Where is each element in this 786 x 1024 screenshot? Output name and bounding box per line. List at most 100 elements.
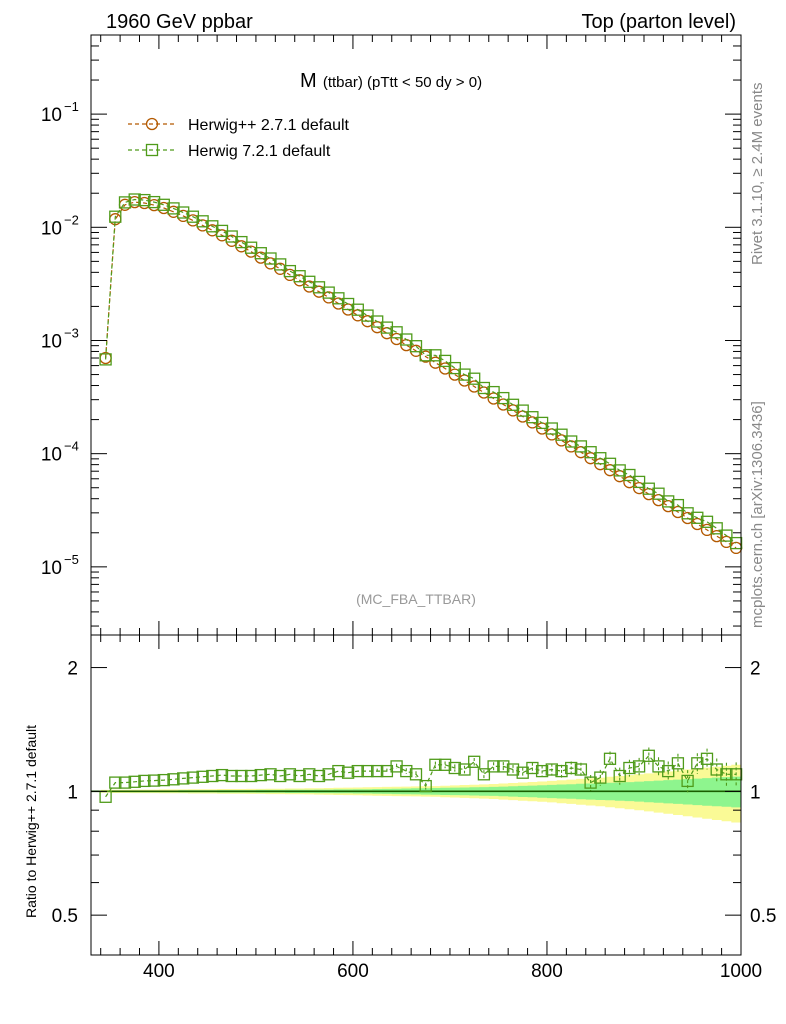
data-point-square — [603, 457, 617, 470]
ratio-point-square — [681, 774, 694, 788]
data-point-square — [274, 258, 287, 271]
legend-label-herwig-pp: Herwig++ 2.7.1 default — [188, 117, 350, 134]
ratio-point-square — [215, 768, 229, 782]
ratio-point-square — [545, 763, 558, 776]
ratio-point-square — [623, 761, 636, 775]
ratio-point-square — [438, 758, 452, 771]
ratio-point-square — [555, 764, 568, 778]
ratio-point-square — [448, 761, 461, 775]
ratio-point-square — [225, 769, 238, 783]
main-y-tick-label: 10 — [41, 558, 62, 579]
plot-title-main: M — [300, 70, 317, 92]
legend-circle-marker — [145, 117, 159, 131]
data-point-square — [99, 353, 112, 366]
main-y-tick-label: 10 — [41, 331, 62, 352]
ratio-y-axis-label: Ratio to Herwig++ 2.7.1 default — [23, 725, 39, 918]
ratio-point-square — [632, 760, 646, 773]
data-point-square — [177, 206, 190, 219]
data-point-square — [118, 196, 132, 209]
ratio-point-square — [429, 758, 442, 771]
y-tick-base: 10 — [41, 105, 62, 126]
ratio-point-square — [409, 768, 423, 781]
main-plot: 10−110−210−310−410−5 — [41, 34, 743, 636]
ratio-point-square — [380, 764, 394, 778]
main-y-tick-label: 10 — [41, 218, 62, 239]
data-point-circle — [652, 493, 665, 507]
data-point-square — [186, 210, 200, 223]
ratio-point-square — [351, 764, 364, 778]
data-point-square — [477, 381, 491, 395]
data-point-square — [458, 368, 471, 381]
data-point-square — [380, 321, 394, 334]
series-line-0 — [105, 201, 737, 549]
series-line-1 — [105, 198, 737, 544]
data-point-square — [400, 333, 413, 346]
legend-square-marker — [145, 143, 159, 157]
ratio-point-square — [235, 769, 248, 783]
ratio-point-square — [574, 763, 588, 776]
y-tick-base: 10 — [41, 218, 62, 239]
main-plot-data — [99, 193, 743, 555]
ratio-point-square — [118, 776, 132, 789]
ratio-point-square — [594, 771, 607, 784]
main-y-tick-exponent: −1 — [64, 99, 79, 114]
ratio-point-square — [109, 776, 122, 789]
ratio-plot-frame — [90, 634, 742, 956]
ratio-point-square — [691, 757, 704, 770]
process-label: Top (parton level) — [581, 11, 736, 33]
ratio-point-square — [477, 768, 491, 781]
ratio-point-square — [254, 768, 267, 782]
ratio-point-square — [293, 769, 306, 783]
data-point-square — [662, 495, 675, 508]
ratio-point-square — [671, 757, 685, 770]
data-point-square — [147, 195, 161, 209]
data-point-circle — [448, 368, 461, 381]
ratio-point-square — [283, 768, 297, 781]
data-point-circle — [632, 481, 646, 495]
ratio-point-square — [652, 760, 665, 773]
ratio-point-square — [526, 761, 539, 775]
data-point-circle — [468, 380, 481, 393]
data-point-square — [409, 340, 423, 353]
ratio-point-square — [167, 773, 180, 786]
ratio-point-square — [274, 769, 287, 783]
data-point-square — [157, 198, 170, 211]
ratio-point-square — [487, 760, 500, 773]
data-point-circle — [700, 523, 714, 537]
rivet-version-label: Rivet 3.1.10, ≥ 2.4M events — [749, 83, 766, 266]
data-point-square — [729, 536, 743, 550]
main-y-tick-exponent: −4 — [64, 439, 79, 454]
data-point-square — [545, 422, 558, 435]
ratio-point-square — [264, 768, 277, 781]
main-y-tick-exponent: −2 — [64, 212, 79, 227]
ratio-point-square — [700, 752, 714, 765]
ratio-point-square — [506, 763, 520, 776]
analysis-label: (MC_FBA_TTBAR) — [356, 591, 476, 607]
legend: Herwig++ 2.7.1 default Herwig 7.2.1 defa… — [128, 117, 350, 160]
data-point-square — [448, 361, 461, 375]
x-tick-label: 800 — [531, 961, 563, 982]
ratio-point-square — [603, 752, 617, 765]
ratio-point-square — [390, 760, 403, 773]
ratio-point-square — [138, 774, 151, 788]
legend-entry-herwig7: Herwig 7.2.1 default — [128, 143, 331, 160]
x-tick-label: 600 — [337, 961, 369, 982]
ratio-plot-data — [91, 747, 743, 823]
ratio-point-square — [642, 749, 655, 762]
data-point-square — [700, 515, 714, 528]
ratio-point-square — [458, 763, 471, 776]
ratio-point-square — [729, 768, 743, 781]
ratio-point-square — [468, 755, 481, 768]
ratio-point-square — [244, 769, 258, 783]
ratio-y-tick-label-right: 1 — [750, 782, 761, 803]
ratio-point-square — [312, 769, 326, 783]
mcplots-label: mcplots.cern.ch [arXiv:1306.3436] — [749, 401, 766, 628]
data-point-circle — [720, 535, 733, 549]
ratio-point-square — [147, 774, 161, 787]
data-point-square — [671, 498, 685, 512]
data-point-circle — [390, 332, 403, 346]
x-tick-label: 400 — [143, 961, 175, 982]
main-y-tick-exponent: −5 — [64, 552, 79, 567]
ratio-point-square — [341, 766, 355, 779]
ratio-point-square — [720, 768, 733, 781]
